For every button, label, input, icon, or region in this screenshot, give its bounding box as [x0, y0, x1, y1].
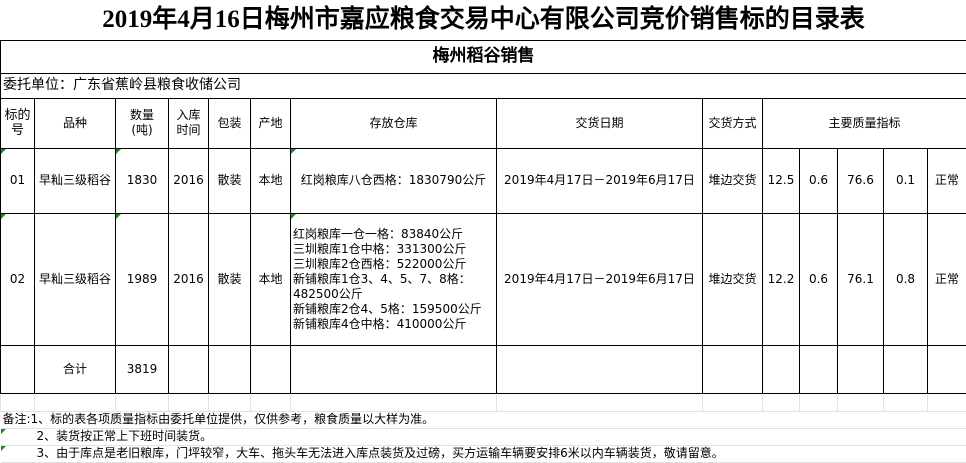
quality-cell: 76.6	[837, 147, 884, 214]
header-lot: 标的号	[0, 97, 35, 149]
quality-cell: 12.5	[762, 147, 800, 214]
date-cell: 2019年4月17日－2019年6月17日	[496, 212, 703, 346]
method-cell: 堆边交货	[702, 212, 763, 346]
lot-cell: 01	[0, 147, 35, 214]
subtitle: 梅州稻谷销售	[0, 39, 966, 74]
origin-cell: 本地	[250, 147, 291, 214]
qty-cell: 1830	[115, 147, 169, 214]
note-2: 2、装货按正常上下班时间装货。	[0, 428, 966, 446]
header-pack: 包装	[208, 97, 251, 149]
warehouse-line: 新铺粮库2仓4、5格：159500公斤	[293, 301, 482, 316]
header-qty: 数量(吨)	[115, 97, 169, 149]
warehouse-line: 新铺粮库1仓3、4、5、7、8格：482500公斤	[293, 271, 471, 301]
quality-cell: 0.1	[883, 147, 928, 214]
entrust-unit: 委托单位：广东省蕉岭县粮食收储公司	[0, 72, 966, 99]
warehouse-cell: 红岗粮库八仓西格：1830790公斤	[290, 147, 497, 214]
qty-cell: 1989	[115, 212, 169, 346]
lot-cell: 02	[0, 212, 35, 346]
total-qty: 3819	[115, 344, 169, 394]
variety-cell: 早籼三级稻谷	[34, 147, 116, 214]
header-row: 标的号 品种 数量(吨) 入库时间 包装 产地 存放仓库 交货日期 交货方式 主…	[0, 97, 966, 149]
quality-cell: 76.1	[837, 212, 884, 346]
pack-cell: 散装	[208, 212, 251, 346]
quality-cell: 12.2	[762, 212, 800, 346]
origin-cell: 本地	[250, 212, 291, 346]
note-3: 3、由于库点是老旧粮库，门坪较窄，大车、拖头车无法进入库点装货及过磅，买方运输车…	[0, 445, 966, 463]
date-cell: 2019年4月17日－2019年6月17日	[496, 147, 703, 214]
quality-cell: 0.6	[799, 147, 838, 214]
year-cell: 2016	[168, 212, 209, 346]
header-year: 入库时间	[168, 97, 209, 149]
header-origin: 产地	[250, 97, 291, 149]
warehouse-line: 新铺粮库4仓中格：410000公斤	[293, 316, 467, 331]
quality-cell: 正常	[926, 147, 966, 214]
total-label: 合计	[34, 344, 116, 394]
quality-cell: 正常	[926, 212, 966, 346]
warehouse-line: 红岗粮库一仓一格：83840公斤	[293, 226, 464, 241]
table-row: 01 早籼三级稻谷 1830 2016 散装 本地 红岗粮库八仓西格：18307…	[0, 147, 966, 214]
header-date: 交货日期	[496, 97, 703, 149]
warehouse-line: 三圳粮库2仓西格：522000公斤	[293, 256, 467, 271]
header-warehouse: 存放仓库	[290, 97, 497, 149]
method-cell: 堆边交货	[702, 147, 763, 214]
table-row: 02 早籼三级稻谷 1989 2016 散装 本地 红岗粮库一仓一格：83840…	[0, 212, 966, 346]
header-method: 交货方式	[702, 97, 763, 149]
quality-cell: 0.6	[799, 212, 838, 346]
variety-cell: 早籼三级稻谷	[34, 212, 116, 346]
header-quality: 主要质量指标	[761, 97, 966, 149]
year-cell: 2016	[168, 147, 209, 214]
pack-cell: 散装	[208, 147, 251, 214]
warehouse-line: 三圳粮库1仓中格：331300公斤	[293, 241, 467, 256]
total-row: 合计 3819	[0, 344, 966, 394]
note-1: 备注:1、标的表各项质量指标由委托单位提供，仅供参考，粮食质量以大样为准。	[0, 411, 966, 429]
header-variety: 品种	[34, 97, 116, 149]
quality-cell: 0.8	[883, 212, 928, 346]
warehouse-cell: 红岗粮库一仓一格：83840公斤 三圳粮库1仓中格：331300公斤 三圳粮库2…	[290, 212, 497, 346]
page-title: 2019年4月16日梅州市嘉应粮食交易中心有限公司竞价销售标的目录表	[0, 0, 966, 41]
